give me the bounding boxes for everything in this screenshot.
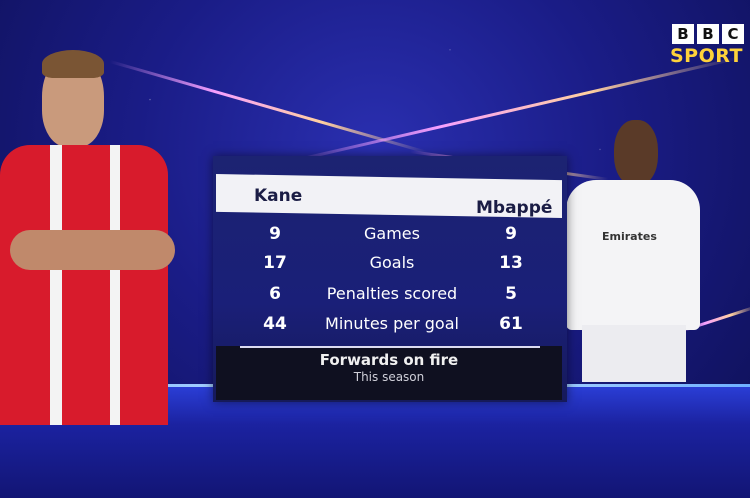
player-kane-image xyxy=(0,50,180,425)
right-value: 61 xyxy=(499,314,523,334)
logo-letter: B xyxy=(672,24,694,44)
graphic-subtitle: This season xyxy=(353,370,425,384)
bbc-logo: B B C xyxy=(672,24,744,44)
stats-header xyxy=(216,174,562,218)
logo-letter: B xyxy=(697,24,719,44)
stat-row: 9 Games 9 xyxy=(245,224,545,246)
sport-logo-text: SPORT xyxy=(670,45,743,67)
right-value: 9 xyxy=(505,224,517,244)
footer-divider xyxy=(240,346,540,348)
left-player-name: Kane xyxy=(254,186,303,206)
left-value: 44 xyxy=(263,314,287,334)
stat-row: 44 Minutes per goal 61 xyxy=(245,314,545,336)
left-value: 6 xyxy=(269,284,281,304)
left-value: 17 xyxy=(263,253,287,273)
stat-row: 6 Penalties scored 5 xyxy=(245,284,545,306)
stats-footer xyxy=(216,346,562,400)
right-value: 5 xyxy=(505,284,517,304)
stat-label: Penalties scored xyxy=(326,284,458,303)
graphic-title: Forwards on fire xyxy=(319,351,459,369)
right-value: 13 xyxy=(499,253,523,273)
kit-sponsor: Emirates xyxy=(602,230,657,243)
left-value: 9 xyxy=(269,224,281,244)
right-player-name: Mbappé xyxy=(476,198,553,218)
logo-letter: C xyxy=(722,24,744,44)
stat-row: 17 Goals 13 xyxy=(245,253,545,275)
stat-label: Games xyxy=(364,224,420,243)
stat-label: Goals xyxy=(369,253,415,272)
stat-label: Minutes per goal xyxy=(325,314,459,333)
player-mbappe-image: Emirates xyxy=(562,120,702,382)
